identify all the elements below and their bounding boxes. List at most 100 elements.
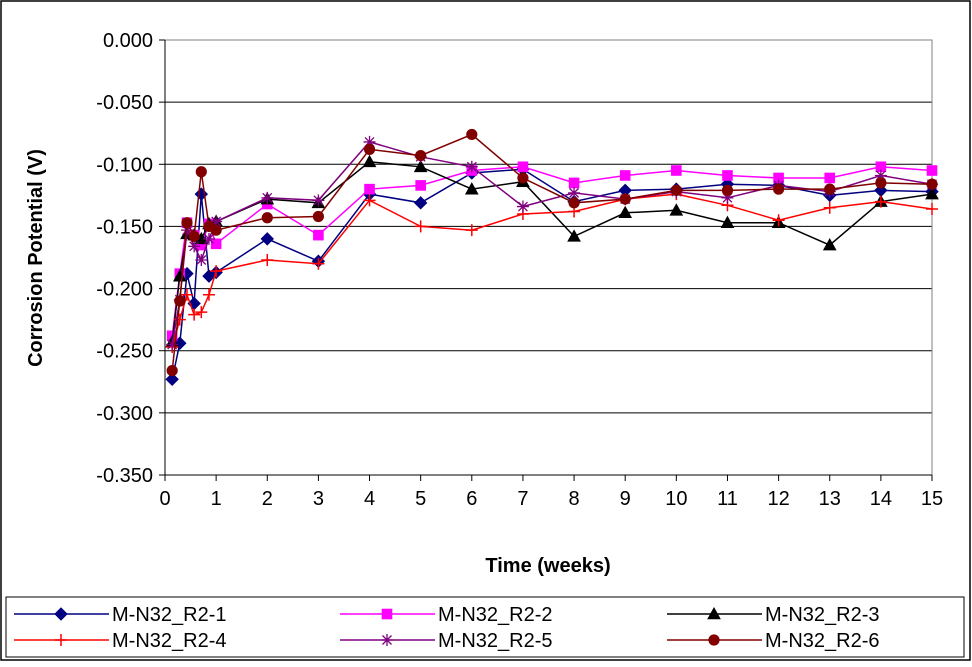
data-point bbox=[188, 308, 201, 321]
data-point bbox=[874, 195, 887, 208]
legend-item: M-N32_R2-1 bbox=[14, 604, 226, 626]
axes: 0.000 -0.050 -0.100 -0.150 -0.200 -0.250 -0.30… bbox=[96, 30, 943, 510]
data-point bbox=[312, 194, 325, 207]
x-tick-label: 2 bbox=[262, 488, 273, 510]
data-point bbox=[875, 177, 887, 189]
data-point bbox=[188, 230, 200, 242]
data-point bbox=[568, 197, 580, 209]
y-tick-label: 0.000 bbox=[103, 30, 153, 52]
data-point bbox=[822, 238, 837, 251]
legend-item: M-N32_R2-6 bbox=[667, 630, 879, 652]
x-tick-label: 14 bbox=[870, 488, 892, 510]
data-point bbox=[210, 224, 222, 236]
plot-area-background bbox=[165, 40, 932, 475]
y-tick-label: -0.350 bbox=[96, 465, 153, 487]
data-point bbox=[364, 183, 375, 195]
data-point bbox=[261, 191, 274, 204]
data-point bbox=[312, 257, 325, 270]
data-point bbox=[772, 214, 785, 227]
data-point bbox=[415, 180, 426, 191]
x-tick-label: 12 bbox=[767, 488, 789, 510]
data-point bbox=[824, 183, 836, 195]
data-point bbox=[195, 166, 207, 178]
data-point bbox=[195, 306, 208, 319]
data-point bbox=[381, 634, 393, 646]
data-point bbox=[619, 193, 631, 205]
data-point bbox=[516, 200, 529, 213]
data-point bbox=[166, 338, 179, 351]
data-point bbox=[415, 149, 427, 162]
legend-border bbox=[5, 596, 965, 658]
data-point bbox=[926, 203, 938, 216]
legend-label: M-N32_R2-3 bbox=[765, 604, 879, 626]
x-tick-label: 15 bbox=[921, 488, 943, 510]
data-point bbox=[773, 183, 785, 195]
data-point bbox=[363, 143, 376, 155]
data-point bbox=[722, 170, 733, 181]
data-point bbox=[619, 170, 631, 181]
y-tick-label: -0.100 bbox=[96, 154, 153, 176]
data-point bbox=[381, 608, 393, 620]
legend-label: M-N32_R2-6 bbox=[765, 630, 879, 652]
data-point bbox=[466, 128, 478, 141]
data-point bbox=[465, 224, 478, 237]
x-tick-label: 6 bbox=[466, 488, 477, 510]
data-point bbox=[413, 196, 428, 210]
data-point bbox=[165, 372, 179, 387]
data-point bbox=[670, 184, 682, 196]
x-tick-label: 3 bbox=[313, 488, 324, 510]
data-point bbox=[708, 634, 720, 646]
data-point bbox=[568, 177, 580, 189]
data-point bbox=[414, 220, 427, 233]
data-point bbox=[363, 194, 376, 207]
data-point bbox=[824, 172, 836, 184]
data-point bbox=[188, 240, 201, 253]
data-point bbox=[567, 229, 581, 242]
data-point bbox=[925, 187, 939, 200]
data-point bbox=[260, 232, 274, 246]
y-tick-label: -0.250 bbox=[96, 341, 153, 363]
legend-label: M-N32_R2-4 bbox=[112, 630, 226, 652]
x-tick-label: 9 bbox=[620, 488, 631, 510]
data-point bbox=[55, 634, 67, 646]
data-point bbox=[823, 201, 836, 214]
data-point bbox=[669, 203, 684, 216]
data-point bbox=[721, 191, 734, 204]
data-point bbox=[721, 184, 734, 196]
series-6 bbox=[166, 128, 938, 377]
data-series bbox=[165, 128, 939, 387]
y-axis-title: Corrosion Potential (V) bbox=[25, 149, 47, 367]
data-point bbox=[464, 182, 479, 195]
data-point bbox=[362, 154, 377, 168]
legend-item: M-N32_R2-3 bbox=[667, 604, 879, 626]
x-tick-label: 13 bbox=[819, 488, 841, 510]
data-point bbox=[166, 365, 178, 377]
data-point bbox=[202, 232, 215, 245]
data-point bbox=[54, 607, 68, 621]
data-point bbox=[180, 288, 193, 301]
x-tick-label: 4 bbox=[364, 488, 375, 510]
legend: M-N32_R2-1 M-N32_R2-2 M-N32_R2-3 M-N32_R2-4… bbox=[5, 596, 965, 658]
data-point bbox=[465, 160, 478, 173]
data-point bbox=[926, 165, 938, 176]
legend-item: M-N32_R2-2 bbox=[340, 604, 552, 626]
data-point bbox=[707, 606, 721, 620]
data-point bbox=[517, 172, 529, 184]
x-tick-label: 5 bbox=[415, 488, 426, 510]
legend-label: M-N32_R2-5 bbox=[438, 630, 552, 652]
data-point bbox=[210, 265, 223, 278]
y-tick-label: -0.050 bbox=[96, 92, 153, 114]
x-tick-label: 11 bbox=[717, 488, 738, 510]
data-point bbox=[202, 288, 215, 301]
data-point bbox=[261, 253, 274, 266]
legend-item: M-N32_R2-5 bbox=[340, 630, 552, 652]
data-point bbox=[618, 205, 633, 219]
data-point bbox=[210, 238, 222, 250]
data-point bbox=[313, 229, 324, 241]
x-tick-label: 1 bbox=[211, 488, 222, 510]
x-tick-label: 8 bbox=[569, 488, 580, 510]
x-tick-label: 10 bbox=[665, 488, 687, 510]
legend-label: M-N32_R2-2 bbox=[438, 604, 552, 626]
